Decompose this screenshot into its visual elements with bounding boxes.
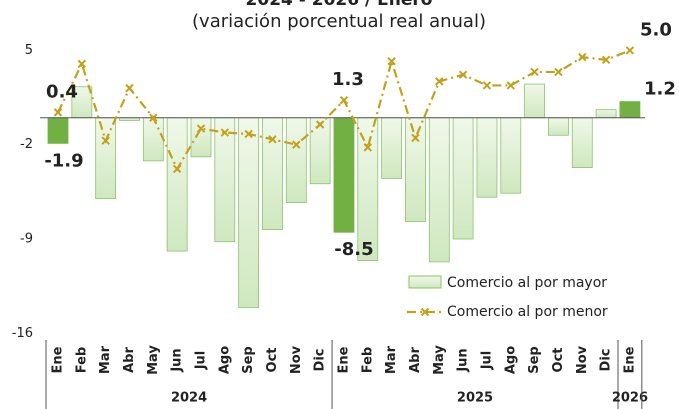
data-label: -8.5 — [334, 239, 373, 260]
bar — [238, 117, 260, 309]
group-label: 2024 — [171, 391, 207, 406]
line-marker — [196, 124, 206, 133]
data-label: 1.3 — [332, 69, 364, 90]
group-label: 2026 — [612, 391, 648, 406]
line-marker — [601, 55, 611, 65]
x-tick-label: Jun — [170, 348, 185, 372]
x-tick-label: Feb — [74, 347, 89, 373]
line-marker — [482, 81, 492, 90]
bar — [262, 117, 283, 230]
line-marker — [53, 108, 63, 117]
line-marker — [268, 135, 277, 144]
x-tick-label: Mar — [98, 345, 113, 374]
x-tick-label: Ago — [217, 346, 232, 374]
y-tick-label: 5 — [25, 43, 33, 58]
line-marker — [125, 83, 134, 93]
x-tick-label: Ago — [503, 346, 518, 374]
data-label: -1.9 — [44, 150, 83, 171]
x-tick-label: Sep — [241, 346, 256, 374]
bar — [428, 117, 450, 263]
line-marker — [315, 120, 325, 129]
bar — [95, 117, 117, 199]
legend-marker — [420, 307, 430, 317]
bar — [333, 117, 355, 233]
x-tick-label: Oct — [551, 348, 566, 373]
bar — [190, 117, 212, 158]
x-tick-label: Ene — [336, 346, 351, 373]
line-marker — [172, 164, 182, 174]
bar — [452, 117, 474, 240]
x-tick-label: Ene — [51, 346, 66, 373]
data-label: 0.4 — [46, 81, 78, 102]
bar — [166, 117, 188, 252]
line-marker — [578, 52, 587, 62]
x-tick-label: Dic — [599, 349, 614, 372]
line-marker — [77, 59, 87, 69]
line-marker — [363, 143, 372, 152]
x-tick-label: Ene — [622, 346, 637, 373]
legend-label: Comercio al por menor — [447, 304, 608, 320]
y-tick-label: -9 — [20, 231, 33, 246]
x-tick-label: Sep — [527, 346, 542, 374]
data-label: 5.0 — [640, 19, 672, 40]
line-marker — [458, 70, 468, 79]
bar — [476, 117, 498, 198]
group-label: 2025 — [457, 391, 493, 406]
bar — [619, 101, 641, 119]
bar — [571, 117, 593, 168]
bar — [47, 117, 69, 144]
y-tick-label: -16 — [12, 326, 33, 341]
legend-swatch — [408, 275, 442, 289]
x-tick-label: Jul — [193, 351, 208, 371]
x-tick-label: Abr — [122, 347, 137, 373]
x-tick-label: Nov — [289, 345, 304, 374]
x-tick-label: Dic — [313, 349, 328, 372]
x-tick-label: Abr — [408, 347, 423, 373]
bar — [500, 117, 522, 194]
line-marker — [387, 56, 396, 66]
line-marker — [435, 77, 444, 86]
bar — [285, 117, 307, 204]
bar — [524, 83, 545, 119]
line-marker — [506, 81, 515, 90]
x-tick-label: May — [432, 345, 447, 375]
bar — [142, 117, 164, 162]
bar — [381, 117, 403, 179]
x-tick-label: Mar — [384, 345, 399, 374]
line-marker — [625, 46, 635, 55]
bar — [595, 109, 617, 119]
x-tick-label: Jul — [479, 351, 494, 371]
line-marker — [411, 133, 420, 143]
line-marker — [292, 140, 301, 149]
bar — [214, 117, 236, 243]
x-tick-label: Nov — [575, 345, 590, 374]
chart-subtitle: (variación porcentual real anual) — [192, 11, 486, 32]
x-tick-label: Feb — [360, 347, 375, 373]
bar — [405, 117, 426, 222]
data-label: 1.2 — [644, 79, 676, 100]
x-tick-label: May — [146, 345, 161, 375]
line-marker — [554, 67, 563, 77]
bar — [548, 117, 569, 136]
line-marker — [244, 129, 253, 139]
legend-label: Comercio al por mayor — [447, 275, 607, 291]
y-tick-label: -2 — [20, 137, 33, 152]
x-tick-label: Jun — [456, 348, 471, 372]
line-marker — [339, 96, 349, 105]
line-marker — [530, 67, 539, 77]
line-marker — [101, 136, 110, 145]
line-marker — [149, 113, 158, 122]
chart-title: 2024 - 2026 / Enero — [246, 0, 433, 10]
bar — [309, 117, 331, 185]
x-tick-label: Oct — [265, 348, 280, 373]
line-marker — [220, 128, 230, 137]
